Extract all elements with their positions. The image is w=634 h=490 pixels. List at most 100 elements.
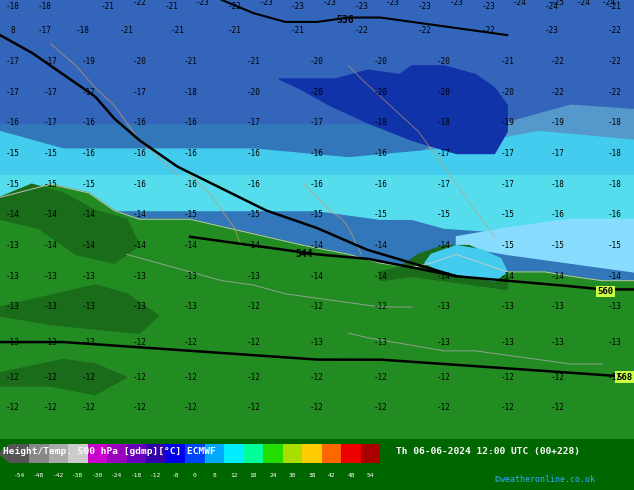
Text: -12: -12 — [133, 338, 146, 346]
Text: -17: -17 — [500, 149, 514, 158]
Polygon shape — [0, 132, 634, 237]
Bar — [302, 444, 322, 463]
Text: -21: -21 — [183, 57, 197, 66]
Text: Th 06-06-2024 12:00 UTC (00+228): Th 06-06-2024 12:00 UTC (00+228) — [396, 447, 580, 456]
Text: -18: -18 — [608, 180, 622, 189]
Text: -18: -18 — [6, 2, 20, 11]
Text: 42: 42 — [328, 473, 335, 478]
Text: -13: -13 — [133, 272, 146, 281]
Text: -20: -20 — [373, 57, 387, 66]
Text: -22: -22 — [418, 26, 432, 35]
Text: -13: -13 — [437, 338, 451, 346]
Text: -13: -13 — [44, 272, 58, 281]
Text: -14: -14 — [247, 241, 261, 250]
Text: -16: -16 — [82, 149, 96, 158]
Text: 48: 48 — [347, 473, 355, 478]
Text: -16: -16 — [6, 118, 20, 127]
Text: -16: -16 — [310, 149, 324, 158]
Text: -22: -22 — [551, 57, 565, 66]
Bar — [107, 444, 127, 463]
Bar — [185, 444, 205, 463]
Bar — [361, 444, 380, 463]
Text: -17: -17 — [6, 88, 20, 97]
Polygon shape — [0, 175, 634, 245]
Text: -20: -20 — [310, 88, 324, 97]
Text: 568: 568 — [616, 373, 633, 382]
Text: 38: 38 — [308, 473, 316, 478]
Text: -14: -14 — [133, 241, 146, 250]
Text: -12: -12 — [183, 338, 197, 346]
Text: -16: -16 — [183, 180, 197, 189]
Text: -42: -42 — [53, 473, 64, 478]
Text: 12: 12 — [230, 473, 238, 478]
Text: -14: -14 — [44, 241, 58, 250]
Text: -8: -8 — [172, 473, 179, 478]
Text: -15: -15 — [608, 241, 622, 250]
Text: -12: -12 — [150, 473, 162, 478]
Text: -13: -13 — [82, 338, 96, 346]
Text: -19: -19 — [82, 57, 96, 66]
Bar — [165, 444, 185, 463]
Bar — [127, 444, 146, 463]
Text: -12: -12 — [82, 403, 96, 413]
Text: -25: -25 — [551, 0, 565, 7]
Text: -12: -12 — [6, 373, 20, 382]
Polygon shape — [456, 220, 634, 272]
Text: -22: -22 — [133, 0, 146, 7]
Text: -13: -13 — [6, 272, 20, 281]
Text: -12: -12 — [183, 403, 197, 413]
Text: -15: -15 — [44, 149, 58, 158]
Bar — [263, 444, 283, 463]
Text: -54: -54 — [14, 473, 25, 478]
Text: -16: -16 — [82, 118, 96, 127]
Text: 544: 544 — [295, 249, 313, 259]
Text: -12: -12 — [133, 373, 146, 382]
Text: -21: -21 — [228, 26, 242, 35]
Text: 18: 18 — [250, 473, 257, 478]
Text: -12: -12 — [551, 373, 565, 382]
Text: -17: -17 — [6, 57, 20, 66]
Text: -15: -15 — [183, 210, 197, 220]
Text: -17: -17 — [310, 118, 324, 127]
Text: -12: -12 — [608, 373, 622, 382]
Text: 30: 30 — [289, 473, 296, 478]
Text: -15: -15 — [310, 210, 324, 220]
Text: -18: -18 — [183, 88, 197, 97]
Text: -15: -15 — [500, 210, 514, 220]
Text: -20: -20 — [500, 88, 514, 97]
Text: 536: 536 — [337, 15, 354, 24]
Polygon shape — [380, 245, 507, 290]
Text: -21: -21 — [171, 26, 184, 35]
Bar — [87, 444, 107, 463]
Text: -18: -18 — [75, 26, 89, 35]
Text: -14: -14 — [437, 241, 451, 250]
Text: -20: -20 — [437, 57, 451, 66]
Text: -17: -17 — [500, 180, 514, 189]
Text: ©weatheronline.co.uk: ©weatheronline.co.uk — [495, 475, 595, 484]
Text: -13: -13 — [6, 302, 20, 312]
Text: -16: -16 — [373, 180, 387, 189]
Text: -13: -13 — [437, 302, 451, 312]
Bar — [10, 444, 29, 463]
Text: -12: -12 — [247, 373, 261, 382]
Text: -23: -23 — [291, 2, 305, 11]
Text: -12: -12 — [437, 403, 451, 413]
Text: -12: -12 — [437, 373, 451, 382]
Text: -16: -16 — [133, 118, 146, 127]
Text: -14: -14 — [310, 241, 324, 250]
Text: -17: -17 — [44, 118, 58, 127]
Text: -12: -12 — [500, 403, 514, 413]
Polygon shape — [0, 0, 634, 123]
Bar — [224, 444, 243, 463]
Text: 8: 8 — [212, 473, 216, 478]
Text: -23: -23 — [545, 26, 559, 35]
Text: -23: -23 — [386, 0, 400, 7]
Text: -15: -15 — [82, 180, 96, 189]
Text: -22: -22 — [354, 26, 368, 35]
Polygon shape — [0, 184, 634, 439]
Text: -16: -16 — [133, 149, 146, 158]
Text: -12: -12 — [310, 302, 324, 312]
Text: -24: -24 — [111, 473, 122, 478]
Text: -23: -23 — [418, 2, 432, 11]
Text: -20: -20 — [247, 88, 261, 97]
